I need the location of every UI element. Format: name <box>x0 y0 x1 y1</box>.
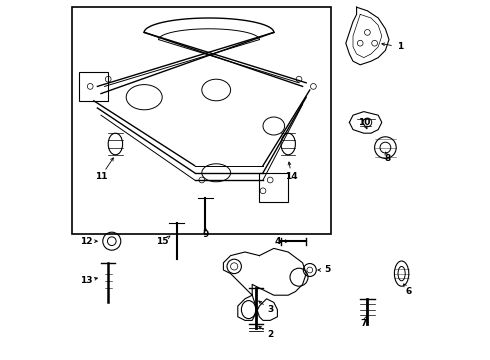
Text: 6: 6 <box>406 287 412 296</box>
Text: 5: 5 <box>325 266 331 275</box>
Text: 11: 11 <box>95 172 107 181</box>
Polygon shape <box>223 248 306 320</box>
Polygon shape <box>346 7 389 65</box>
Text: 7: 7 <box>361 320 367 328</box>
Text: 10: 10 <box>358 118 370 127</box>
Text: 8: 8 <box>384 154 391 163</box>
Text: 9: 9 <box>202 230 209 239</box>
Text: 14: 14 <box>286 172 298 181</box>
Text: 4: 4 <box>274 237 281 246</box>
Text: 3: 3 <box>267 305 273 314</box>
Text: 13: 13 <box>80 276 93 285</box>
Polygon shape <box>349 112 382 133</box>
Text: 15: 15 <box>156 237 169 246</box>
Text: 12: 12 <box>80 237 93 246</box>
Text: 2: 2 <box>267 330 273 339</box>
Bar <box>72 7 331 234</box>
Text: 1: 1 <box>397 42 403 51</box>
